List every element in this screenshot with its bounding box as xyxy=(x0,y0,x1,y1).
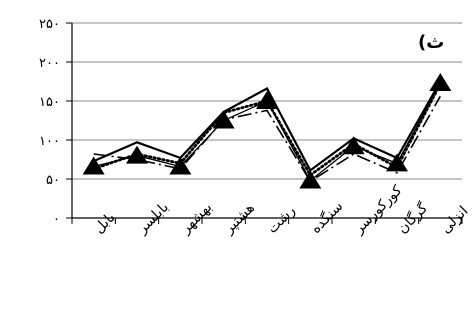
triangle-marker xyxy=(342,136,365,155)
x-category-label: رشت xyxy=(265,203,299,237)
x-category-label: سنگده xyxy=(307,198,346,237)
x-category-label: هشتپر xyxy=(220,200,258,238)
triangle-marker xyxy=(82,156,105,175)
x-category-label: انزلی xyxy=(438,203,472,237)
triangle-marker xyxy=(429,73,452,92)
series-line-dashdot xyxy=(93,95,441,183)
triangle-marker xyxy=(256,91,278,109)
y-tick-label: ۲۵۰ xyxy=(39,17,60,32)
y-tick-label: ۲۰۰ xyxy=(39,56,60,71)
triangle-marker xyxy=(169,156,192,175)
y-tick-label: ۰ xyxy=(53,212,60,227)
y-tick-label: ۵۰ xyxy=(46,173,60,188)
triangle-marker xyxy=(212,110,235,129)
triangle-marker xyxy=(386,153,408,172)
triangle-marker xyxy=(126,145,148,164)
triangle-marker xyxy=(299,170,322,189)
series-line-solid xyxy=(93,80,442,173)
x-category-labels: بابل بابلسر بهشهر هشتپر رشت سنگده کورکورسرگرگا… xyxy=(91,182,471,237)
x-category-label: بابل xyxy=(91,209,118,236)
y-tick-label: ۱۵۰ xyxy=(39,95,60,110)
panel-label: (ث xyxy=(418,32,444,53)
y-tick-label: ۱۰۰ xyxy=(39,134,60,149)
axes xyxy=(66,22,463,224)
y-tick-labels: ۰ ۵۰ ۱۰۰ ۱۵۰ ۲۰۰ ۲۵۰ xyxy=(39,17,60,227)
series-markers xyxy=(82,73,452,189)
